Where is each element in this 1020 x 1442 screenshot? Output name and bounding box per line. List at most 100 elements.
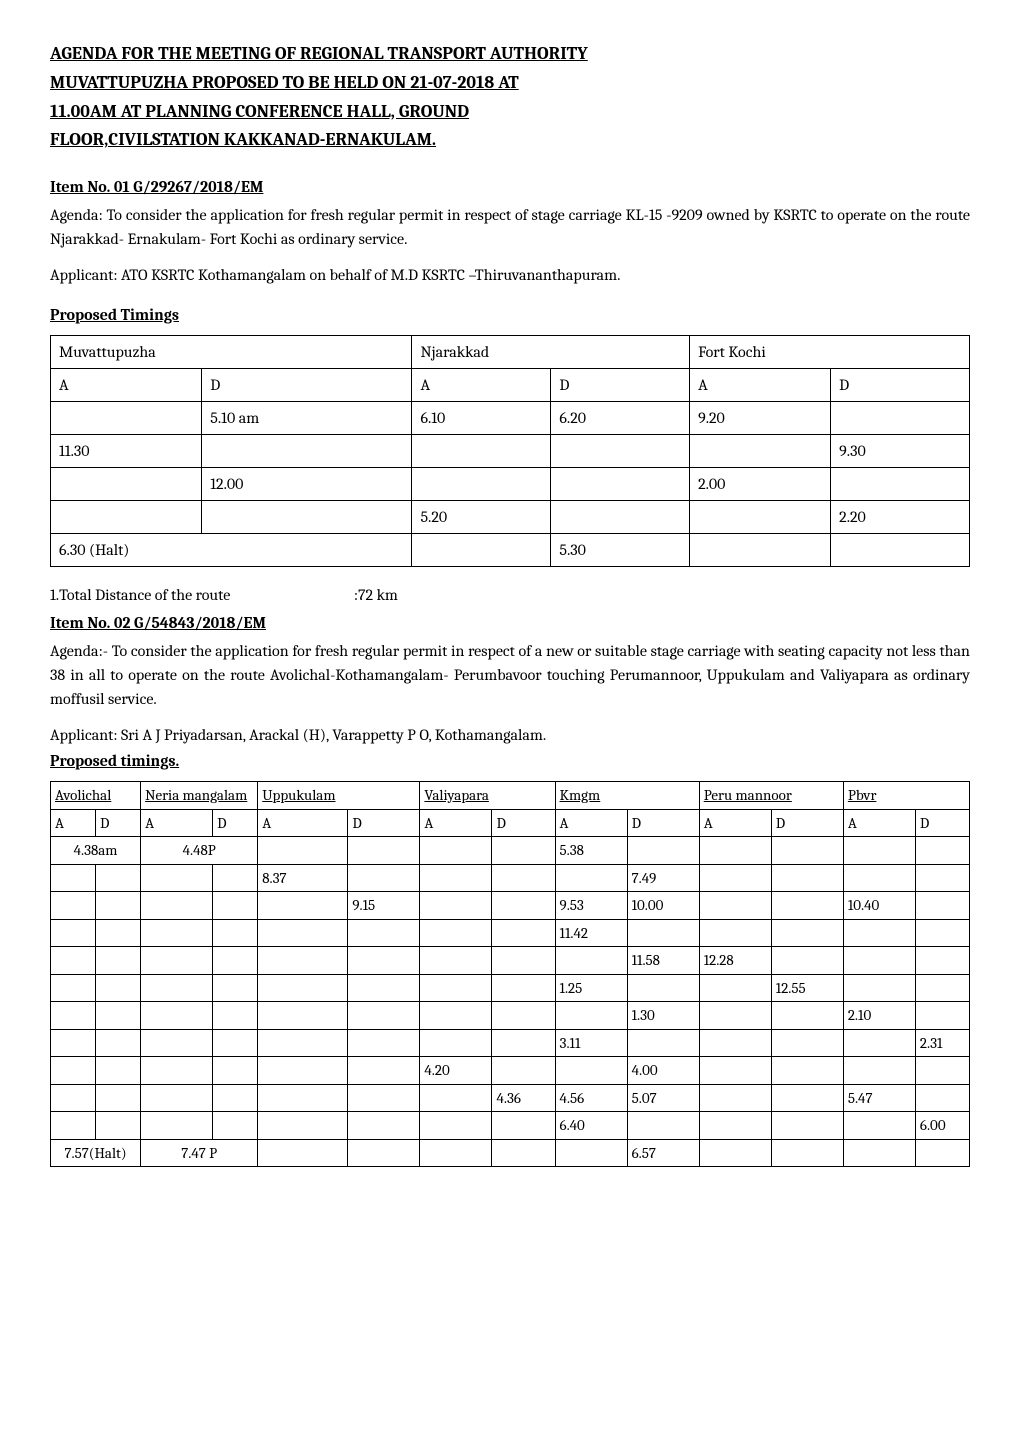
- table-cell: 6.30 (Halt): [51, 534, 412, 567]
- table-cell: 4.56: [555, 1084, 627, 1112]
- table-cell: [213, 1084, 258, 1112]
- table-cell: [551, 435, 690, 468]
- table-cell: 2.31: [915, 1029, 969, 1057]
- table-cell: [412, 534, 551, 567]
- table-cell: D: [627, 809, 699, 837]
- table-cell: D: [348, 809, 420, 837]
- table-row: 11.42: [51, 919, 970, 947]
- table-cell: [699, 1084, 771, 1112]
- table-cell: [699, 974, 771, 1002]
- table-cell: D: [202, 369, 412, 402]
- table-cell: 6.40: [555, 1112, 627, 1140]
- table-cell: 1.30: [627, 1002, 699, 1030]
- table-cell: [348, 1002, 420, 1030]
- table-cell: 5.47: [843, 1084, 915, 1112]
- table-cell: [213, 947, 258, 975]
- table-cell: 7.49: [627, 864, 699, 892]
- table-cell: [51, 892, 96, 920]
- table-cell: 2.20: [831, 501, 970, 534]
- table-cell: [771, 1084, 843, 1112]
- table-cell: D: [771, 809, 843, 837]
- table-cell: [492, 947, 555, 975]
- table-cell: 4.00: [627, 1057, 699, 1085]
- table-cell: 3.11: [555, 1029, 627, 1057]
- item-01-heading: Item No. 01 G/29267/2018/EM: [50, 175, 970, 199]
- table-cell: D: [915, 809, 969, 837]
- table-cell: Valiyapara: [420, 782, 555, 810]
- table-cell: [213, 1029, 258, 1057]
- table-cell: [492, 837, 555, 865]
- table-cell: 11.30: [51, 435, 202, 468]
- table-cell: [771, 892, 843, 920]
- table-cell: [213, 892, 258, 920]
- table-cell: [843, 974, 915, 1002]
- table-cell: [699, 919, 771, 947]
- table-cell: Uppukulam: [258, 782, 420, 810]
- item-02-agenda: Agenda:- To consider the application for…: [50, 639, 970, 711]
- table-cell: A: [412, 369, 551, 402]
- table-cell: [492, 1029, 555, 1057]
- table-cell: [348, 1029, 420, 1057]
- table-cell: [96, 1084, 141, 1112]
- table-cell: A: [51, 369, 202, 402]
- table-cell: [213, 1112, 258, 1140]
- table-cell: [420, 1002, 492, 1030]
- table-cell: [915, 1057, 969, 1085]
- table-cell: [555, 947, 627, 975]
- table-cell: 5.10 am: [202, 402, 412, 435]
- table-cell: [258, 1029, 348, 1057]
- table-cell: A: [843, 809, 915, 837]
- table-cell: 8.37: [258, 864, 348, 892]
- table-cell: [96, 892, 141, 920]
- col-header: Kmgm: [560, 786, 601, 804]
- table-cell: [555, 1139, 627, 1167]
- table-row: A D A D A D: [51, 369, 970, 402]
- table-cell: [915, 837, 969, 865]
- table-cell: [831, 468, 970, 501]
- table-cell: A: [141, 809, 213, 837]
- table-cell: [843, 919, 915, 947]
- table-cell: [348, 919, 420, 947]
- table-cell: [843, 1112, 915, 1140]
- table-row: 6.406.00: [51, 1112, 970, 1140]
- table-cell: 9.15: [348, 892, 420, 920]
- table-cell: 9.53: [555, 892, 627, 920]
- table-row: 4.364.565.075.47: [51, 1084, 970, 1112]
- table-cell: A: [258, 809, 348, 837]
- table-cell: 4.20: [420, 1057, 492, 1085]
- table-cell: [699, 837, 771, 865]
- table-cell: [213, 864, 258, 892]
- table-cell: [213, 919, 258, 947]
- table-cell: 9.20: [690, 402, 831, 435]
- table-cell: [51, 947, 96, 975]
- table-cell: Peru mannoor: [699, 782, 843, 810]
- table-cell: [690, 534, 831, 567]
- table-cell: [690, 435, 831, 468]
- distance-value: :72 km: [354, 586, 398, 604]
- table-cell: [843, 947, 915, 975]
- table-cell: A: [420, 809, 492, 837]
- table-cell: [420, 919, 492, 947]
- table-cell: [96, 864, 141, 892]
- table-cell: [551, 468, 690, 501]
- title-text: 11.00AM AT PLANNING CONFERENCE HALL, GRO…: [50, 101, 469, 122]
- table-cell: [51, 468, 202, 501]
- table-cell: 7.57(Halt): [51, 1139, 141, 1167]
- table-cell: [258, 1057, 348, 1085]
- table-cell: [915, 919, 969, 947]
- table-cell: [699, 1002, 771, 1030]
- table-cell: [551, 501, 690, 534]
- table-cell: [141, 1112, 213, 1140]
- page-title: AGENDA FOR THE MEETING OF REGIONAL TRANS…: [50, 40, 970, 155]
- table-cell: [699, 864, 771, 892]
- table-cell: Neria mangalam: [141, 782, 258, 810]
- table-cell: [771, 1057, 843, 1085]
- table-cell: [141, 864, 213, 892]
- table-cell: 11.42: [555, 919, 627, 947]
- table-cell: D: [213, 809, 258, 837]
- table-cell: [492, 974, 555, 1002]
- col-header: Neria mangalam: [145, 786, 247, 804]
- table-cell: [699, 892, 771, 920]
- table-cell: 1.25: [555, 974, 627, 1002]
- distance-label: 1.Total Distance of the route: [50, 586, 230, 604]
